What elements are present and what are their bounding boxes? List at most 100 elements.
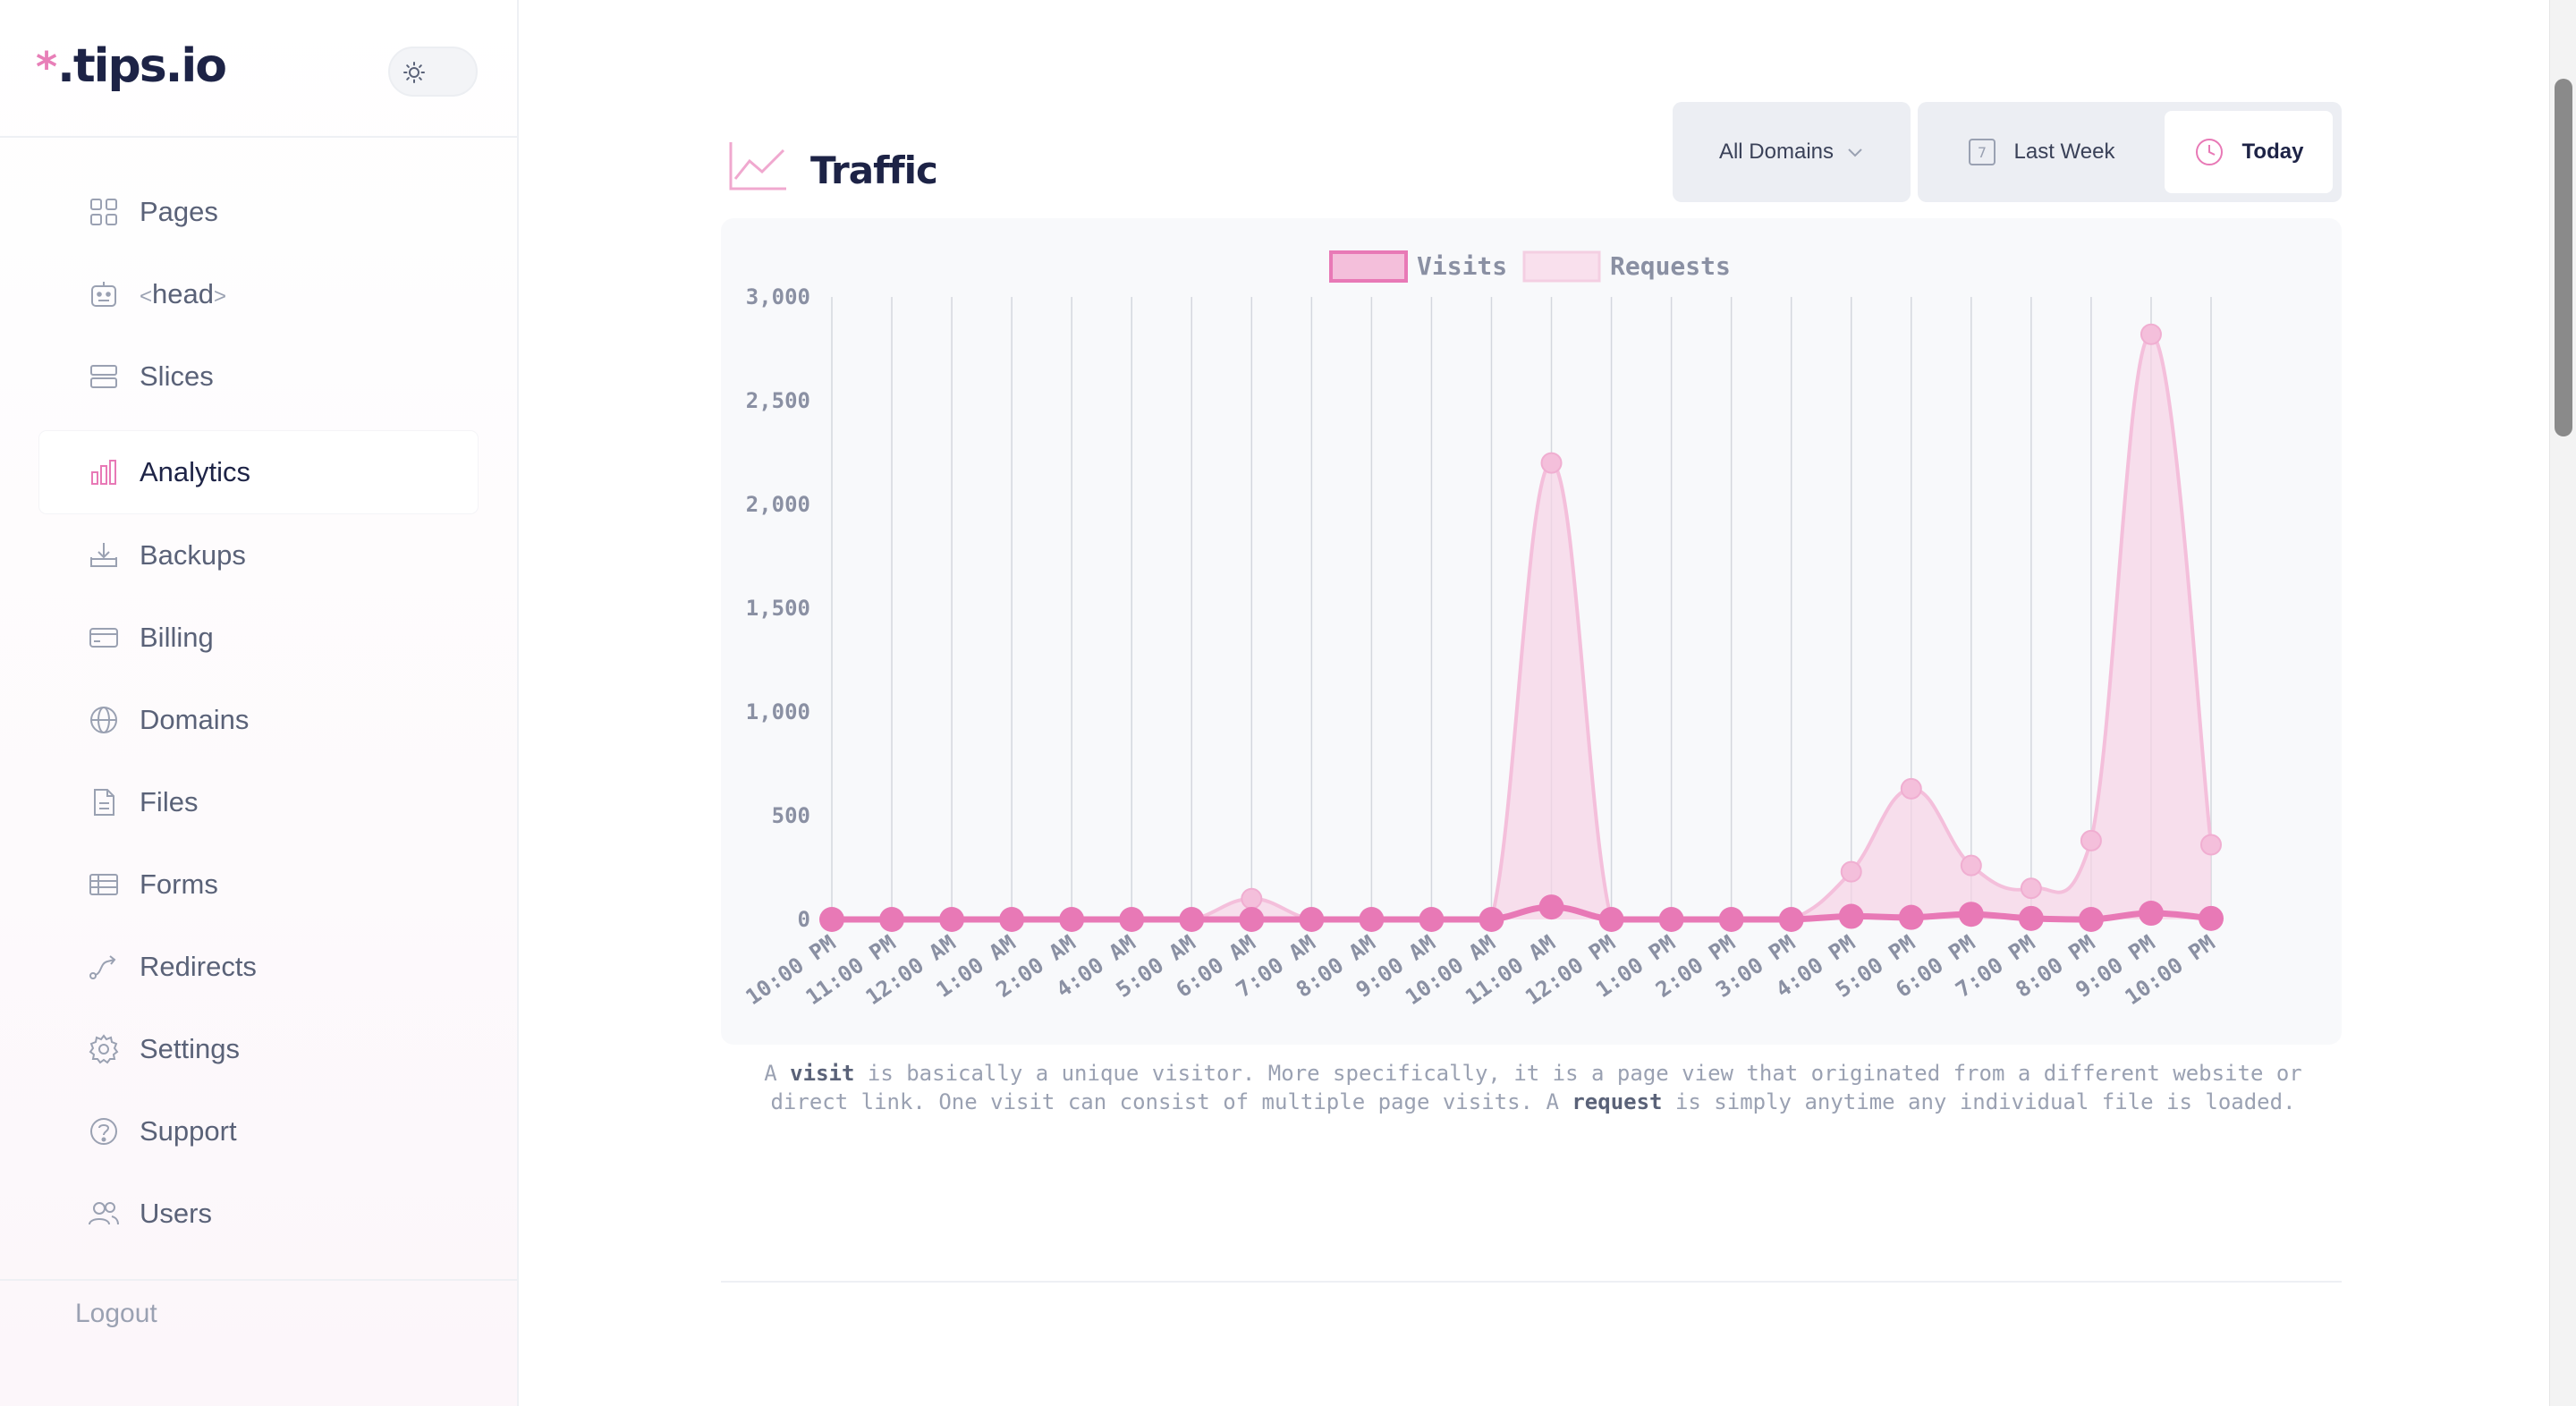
requests-point: [1960, 854, 1982, 877]
sidebar-item-users[interactable]: Users: [39, 1173, 478, 1255]
document-icon: [88, 786, 120, 818]
logo-text: .tips.io: [57, 39, 227, 93]
visits-point: [1479, 907, 1504, 932]
logo[interactable]: *.tips.io: [36, 39, 227, 93]
sidebar-item-pages[interactable]: Pages: [39, 171, 478, 253]
sidebar-item-label: Forms: [140, 868, 218, 900]
scrollbar-thumb[interactable]: [2555, 79, 2572, 436]
bar-chart-icon: [88, 456, 120, 488]
visits-point: [1179, 907, 1205, 932]
sidebar-item-label: Analytics: [140, 456, 251, 487]
sidebar-item-billing[interactable]: Billing: [39, 597, 478, 679]
y-tick-label: 2,500: [746, 388, 810, 413]
sidebar-item-label: Redirects: [140, 951, 257, 982]
visits-point: [819, 907, 844, 932]
legend-swatch-visits: [1329, 250, 1408, 283]
sidebar-item-redirects[interactable]: Redirects: [39, 926, 478, 1008]
sidebar-item-backups[interactable]: Backups: [39, 514, 478, 597]
visits-point: [1059, 907, 1085, 932]
logout-button[interactable]: Logout: [75, 1299, 157, 1328]
visits-point: [2199, 905, 2224, 931]
y-tick-label: 2,000: [746, 492, 810, 517]
globe-icon: [88, 704, 120, 736]
range-toggle: 7 Last Week Today: [1918, 102, 2342, 202]
requests-point: [1540, 452, 1563, 474]
y-tick-label: 1,500: [746, 596, 810, 621]
calendar-icon: 7: [1968, 139, 1996, 165]
requests-point: [2200, 834, 2222, 856]
requests-point: [2080, 829, 2102, 851]
logout-row: [0, 1279, 519, 1406]
gear-icon: [88, 1033, 120, 1065]
legend-label-visits: Visits: [1417, 251, 1507, 281]
visits-point: [1359, 907, 1385, 932]
chart-note: A visit is basically a unique visitor. M…: [728, 1059, 2338, 1116]
note-text-1: A: [764, 1061, 791, 1086]
visits-point: [939, 907, 965, 932]
sidebar-item-head[interactable]: <head>: [39, 253, 478, 335]
head-prefix: <: [140, 284, 153, 309]
visits-point: [999, 907, 1025, 932]
scrollbar[interactable]: [2549, 0, 2576, 1406]
route-icon: [88, 951, 120, 983]
y-tick-label: 500: [772, 803, 810, 828]
sidebar-item-domains[interactable]: Domains: [39, 679, 478, 761]
visits-point: [1538, 894, 1564, 920]
robot-icon: [88, 278, 120, 310]
credit-card-icon: [88, 622, 120, 654]
last-week-button[interactable]: 7 Last Week: [1927, 111, 2156, 193]
sun-icon: [397, 55, 431, 89]
users-icon: [88, 1198, 120, 1230]
visits-point: [1958, 902, 1984, 927]
sidebar-item-label: Slices: [140, 360, 214, 392]
visits-point: [1838, 903, 1864, 929]
clock-icon: [2195, 139, 2223, 165]
divider: [721, 1281, 2342, 1283]
sidebar-item-slices[interactable]: Slices: [39, 335, 478, 418]
legend-swatch-requests: [1522, 250, 1601, 283]
calendar-icon-text: 7: [1977, 144, 1986, 161]
sidebar-item-label: Settings: [140, 1033, 241, 1064]
page-title-text: Traffic: [810, 148, 938, 192]
visits-point: [1239, 907, 1265, 932]
sidebar-item-label: Pages: [140, 196, 218, 227]
download-tray-icon: [88, 539, 120, 572]
sidebar-item-label: Files: [140, 786, 199, 817]
today-button[interactable]: Today: [2165, 111, 2333, 193]
visits-point: [2018, 905, 2044, 931]
grid-icon: [88, 196, 120, 228]
visits-point: [879, 907, 905, 932]
today-label: Today: [2241, 140, 2304, 164]
sidebar-item-support[interactable]: Support: [39, 1090, 478, 1173]
requests-point: [2140, 323, 2162, 345]
y-tick-label: 0: [798, 907, 810, 932]
domain-select[interactable]: All Domains: [1673, 102, 1911, 202]
visits-point: [2078, 907, 2104, 932]
main-content: Traffic All Domains 7 Last Week Today 0 5…: [519, 0, 2549, 1406]
question-icon: [88, 1115, 120, 1148]
sidebar-item-label: Billing: [140, 622, 214, 653]
visits-point: [2138, 901, 2164, 927]
sidebar-item-settings[interactable]: Settings: [39, 1008, 478, 1090]
logo-star: *: [36, 43, 57, 91]
requests-area: [832, 334, 2211, 919]
sidebar-item-analytics[interactable]: Analytics: [39, 431, 478, 513]
note-visit-term: visit: [790, 1061, 855, 1086]
chevron-down-icon: [1846, 140, 1864, 165]
sidebar-item-files[interactable]: Files: [39, 761, 478, 843]
sidebar: *.tips.io Pages <head> Slices Analytics …: [0, 0, 519, 1406]
requests-point: [1900, 777, 1922, 800]
last-week-label: Last Week: [2013, 140, 2115, 164]
visits-point: [1658, 907, 1684, 932]
legend-label-requests: Requests: [1610, 251, 1731, 281]
visits-point: [1419, 907, 1445, 932]
sidebar-item-label: Users: [140, 1198, 212, 1229]
head-label: head: [152, 278, 214, 309]
requests-point: [1241, 887, 1263, 910]
note-request-term: request: [1572, 1089, 1663, 1114]
sidebar-item-forms[interactable]: Forms: [39, 843, 478, 926]
line-chart-icon: [728, 140, 810, 200]
visits-point: [1299, 907, 1325, 932]
theme-toggle[interactable]: [388, 47, 478, 97]
